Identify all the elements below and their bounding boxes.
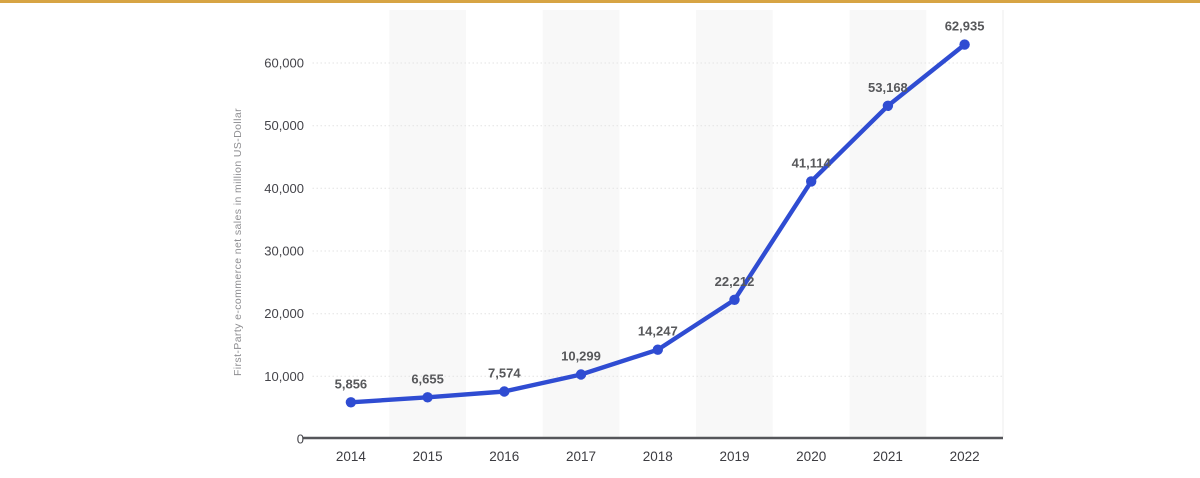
x-tick-2020: 2020 <box>796 449 826 464</box>
y-tick-40,000: 40,000 <box>264 181 304 196</box>
data-point-2015[interactable] <box>422 392 433 403</box>
x-tick-2015: 2015 <box>413 449 443 464</box>
data-point-2014[interactable] <box>345 397 357 408</box>
data-label-2022: 62,935 <box>945 19 985 34</box>
y-tick-30,000: 30,000 <box>264 244 304 259</box>
data-point-2017[interactable] <box>575 369 587 380</box>
x-tick-2018: 2018 <box>643 449 673 464</box>
x-tick-2017: 2017 <box>566 449 596 464</box>
data-label-2015: 6,655 <box>411 371 444 386</box>
data-label-2016: 7,574 <box>488 366 521 381</box>
data-point-2021[interactable] <box>882 100 894 112</box>
x-tick-2016: 2016 <box>489 449 519 464</box>
x-tick-2019: 2019 <box>719 449 749 464</box>
data-label-2017: 10,299 <box>561 349 601 364</box>
column-band-2021 <box>849 10 927 437</box>
top-accent-bar <box>0 0 1200 3</box>
data-point-2019[interactable] <box>729 294 740 305</box>
column-band-2019 <box>696 10 773 437</box>
y-tick-10,000: 10,000 <box>264 369 304 384</box>
y-tick-60,000: 60,000 <box>264 56 304 71</box>
data-label-2019: 22,212 <box>715 274 755 289</box>
y-axis-title: First-Party e-commerce net sales in mill… <box>232 108 244 377</box>
data-label-2021: 53,168 <box>868 80 908 95</box>
data-label-2014: 5,856 <box>335 376 368 391</box>
data-label-2018: 14,247 <box>638 324 678 339</box>
data-point-2016[interactable] <box>499 386 510 397</box>
x-tick-2014: 2014 <box>336 449 367 464</box>
y-tick-20,000: 20,000 <box>264 306 304 321</box>
data-point-2020[interactable] <box>806 176 817 187</box>
y-tick-0: 0 <box>297 432 304 447</box>
y-tick-50,000: 50,000 <box>264 118 304 133</box>
x-tick-2021: 2021 <box>873 449 903 464</box>
data-label-2020: 41,114 <box>792 155 832 170</box>
x-tick-2022: 2022 <box>950 449 980 464</box>
data-point-2018[interactable] <box>652 344 663 355</box>
column-band-2015 <box>389 10 466 437</box>
data-point-2022[interactable] <box>959 39 970 50</box>
